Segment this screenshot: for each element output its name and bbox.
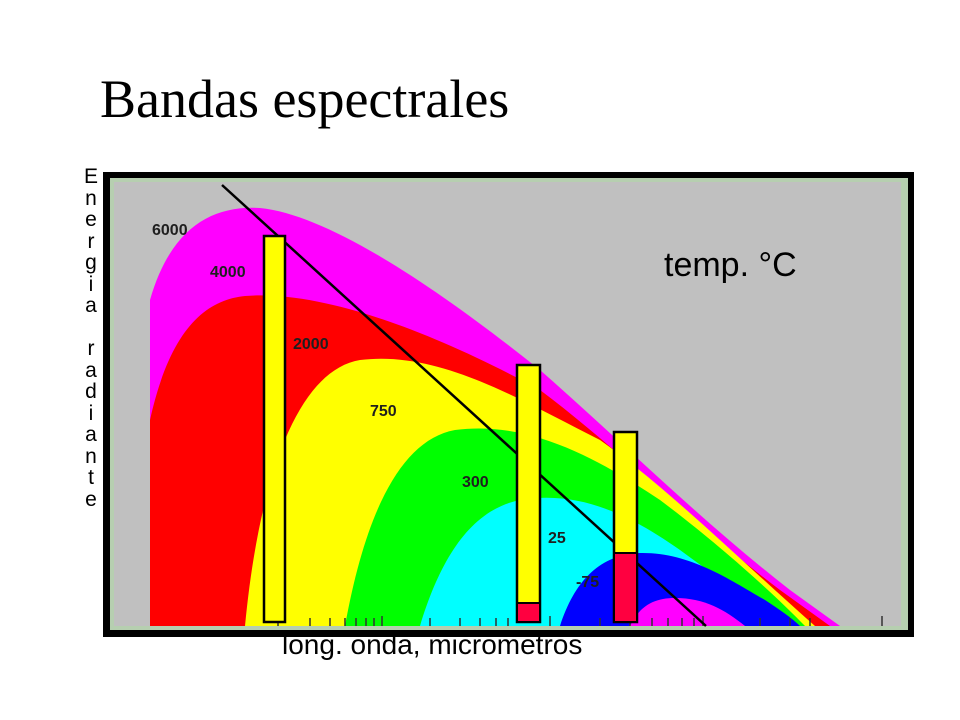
bar-2 — [515, 363, 542, 624]
temp-label-4000: 4000 — [210, 264, 246, 281]
bar-1 — [262, 234, 287, 624]
legend-title: temp. °C — [664, 246, 797, 284]
temp-label-6000: 6000 — [152, 222, 188, 239]
temp-label-minus75: -75 — [576, 574, 600, 591]
y-axis-label: E n e r g i a r a d i a n t e — [83, 165, 98, 511]
temp-label-25: 25 — [548, 530, 566, 547]
temp-label-2000: 2000 — [293, 336, 329, 353]
slide-title: Bandas espectrales — [100, 69, 510, 129]
temp-label-300: 300 — [462, 474, 489, 491]
x-axis-label: long. onda, micrometros — [282, 629, 583, 660]
bar-3 — [612, 430, 639, 624]
band-minus75 — [630, 598, 745, 626]
temp-label-750: 750 — [370, 403, 397, 420]
x-ticks — [277, 616, 883, 626]
